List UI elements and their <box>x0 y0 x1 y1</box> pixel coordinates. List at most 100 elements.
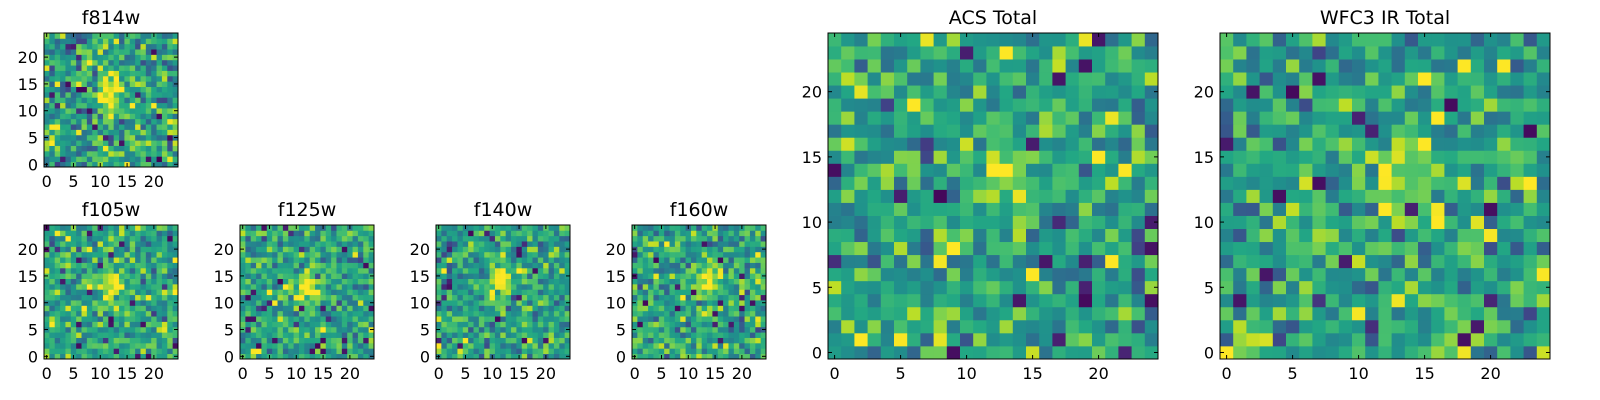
heatmap-cell <box>145 150 152 157</box>
heatmap-cell <box>880 332 895 347</box>
heatmap-cell <box>494 353 501 360</box>
heatmap-cell <box>282 251 289 258</box>
heatmap-cell <box>960 85 974 99</box>
heatmap-cell <box>70 316 77 322</box>
heatmap-cell <box>505 241 512 247</box>
heatmap-cell <box>685 337 692 344</box>
heatmap-cell <box>1233 59 1247 73</box>
heatmap-cell <box>1404 345 1419 360</box>
heatmap-cell <box>282 225 289 231</box>
heatmap-cell <box>65 134 72 141</box>
heatmap-cell <box>653 262 660 269</box>
heatmap-cell <box>54 75 61 82</box>
heatmap-cell <box>113 108 120 114</box>
heatmap-cell <box>1118 85 1132 99</box>
heatmap-cell <box>1510 98 1524 112</box>
heatmap-cell <box>54 70 61 77</box>
heatmap-cell <box>473 294 480 301</box>
heatmap-cell <box>44 91 50 98</box>
heatmap-cell <box>685 230 692 237</box>
axes-frame <box>43 224 179 360</box>
heatmap-cell <box>739 321 745 328</box>
heatmap-cell <box>304 305 311 312</box>
heatmap-cell <box>707 246 713 253</box>
heatmap-cell <box>341 300 348 306</box>
heatmap-cell <box>500 342 507 349</box>
heatmap-cell <box>880 163 895 177</box>
heatmap-cell <box>60 134 66 141</box>
heatmap-cell <box>60 353 66 360</box>
heatmap-cell <box>54 59 61 66</box>
heatmap-cell <box>707 262 713 269</box>
heatmap-cell <box>151 262 157 269</box>
heatmap-cell <box>167 310 174 317</box>
heatmap-cell <box>119 161 125 168</box>
heatmap-cell <box>1286 306 1300 321</box>
heatmap-cell <box>1078 59 1093 73</box>
heatmap-cell <box>478 262 485 269</box>
heatmap-cell <box>288 267 294 274</box>
heatmap-cell <box>1365 228 1379 243</box>
heatmap-cell <box>341 294 348 301</box>
heatmap-cell <box>854 98 868 112</box>
heatmap-cell <box>1352 319 1366 334</box>
heatmap-cell <box>161 161 168 168</box>
heatmap-cell <box>559 326 566 333</box>
heatmap-cell <box>511 348 517 355</box>
heatmap-cell <box>744 283 751 290</box>
heatmap-cell <box>696 326 703 333</box>
heatmap-cell <box>1444 215 1458 229</box>
heatmap-cell <box>1220 163 1234 177</box>
heatmap-cell <box>828 124 842 138</box>
heatmap-cell <box>341 267 348 274</box>
heatmap-cell <box>347 273 353 279</box>
heatmap-cell <box>102 289 109 296</box>
heatmap-cell <box>1338 345 1353 360</box>
heatmap-cell <box>1233 319 1247 334</box>
heatmap-cell <box>712 283 719 290</box>
heatmap-cell <box>240 316 246 322</box>
heatmap-cell <box>489 332 496 338</box>
heatmap-cell <box>680 241 686 247</box>
heatmap-cell <box>97 283 104 290</box>
heatmap-cell <box>272 262 278 269</box>
heatmap-cell <box>717 267 724 274</box>
heatmap-cell <box>1286 46 1300 60</box>
heatmap-cell <box>124 316 131 322</box>
heatmap-cell <box>282 348 289 355</box>
heatmap-cell <box>97 91 104 98</box>
heatmap-cell <box>452 294 458 301</box>
heatmap-cell <box>65 118 72 125</box>
heatmap-cell <box>516 294 523 301</box>
heatmap-cell <box>1272 228 1287 243</box>
heatmap-cell <box>102 305 109 312</box>
heatmap-cell <box>707 294 713 301</box>
heatmap-cell <box>854 33 868 47</box>
heatmap-cell <box>505 267 512 274</box>
heatmap-cell <box>119 81 125 87</box>
heatmap-cell <box>86 353 93 360</box>
heatmap-cell <box>135 316 141 322</box>
heatmap-cell <box>505 332 512 338</box>
heatmap-cell <box>1338 306 1353 321</box>
heatmap-cell <box>907 59 921 73</box>
heatmap-cell <box>129 140 136 146</box>
heatmap-cell <box>272 342 278 349</box>
heatmap-cell <box>49 65 56 71</box>
heatmap-cell <box>298 257 305 263</box>
heatmap-cell <box>920 254 934 269</box>
heatmap-cell <box>102 65 109 71</box>
heatmap-cell <box>102 337 109 344</box>
heatmap-cell <box>315 342 321 349</box>
heatmap-cell <box>1246 267 1260 282</box>
heatmap-cell <box>331 310 337 317</box>
heatmap-cell <box>272 235 278 242</box>
heatmap-cell <box>70 305 77 312</box>
heatmap-cell <box>828 163 842 177</box>
heatmap-cell <box>357 235 364 242</box>
heatmap-cell <box>60 38 66 45</box>
heatmap-cells-wfc3-ir-total <box>1220 33 1551 360</box>
heatmap-cell <box>167 246 174 253</box>
heatmap-cell <box>1497 280 1511 295</box>
heatmap-cell <box>637 251 644 258</box>
